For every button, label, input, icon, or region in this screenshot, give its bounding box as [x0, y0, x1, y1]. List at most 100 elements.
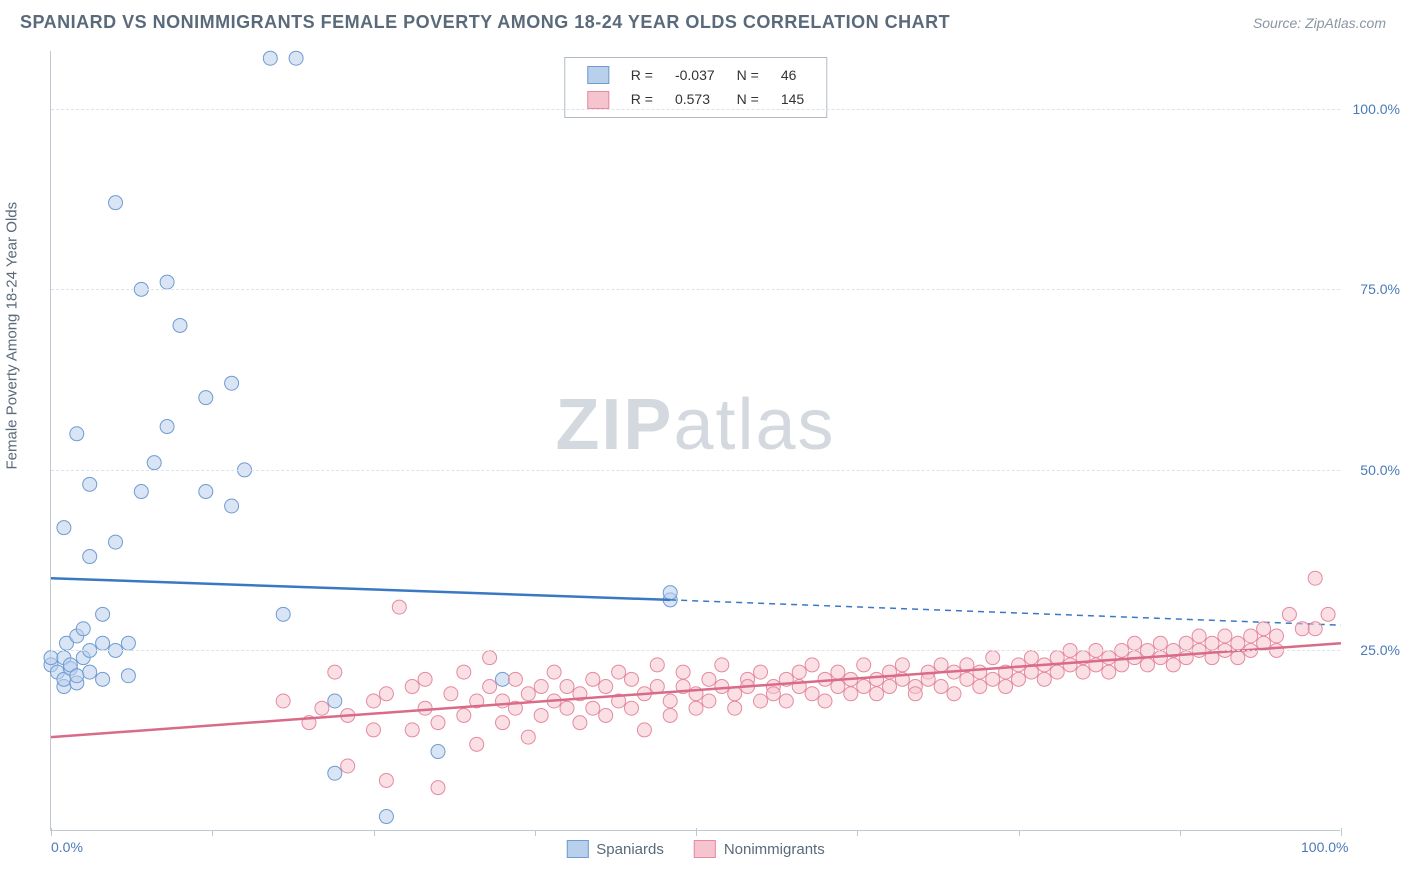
data-point: [625, 672, 639, 686]
legend-series-label: Spaniards: [596, 841, 664, 858]
data-point: [715, 680, 729, 694]
gridline: [51, 289, 1340, 290]
plot-svg: [51, 51, 1340, 830]
gridline: [51, 470, 1340, 471]
data-point: [1076, 665, 1090, 679]
data-point: [870, 672, 884, 686]
data-point: [96, 636, 110, 650]
data-point: [431, 781, 445, 795]
data-point: [418, 701, 432, 715]
legend-series-label: Nonimmigrants: [724, 841, 825, 858]
regression-line-dashed: [670, 600, 1341, 625]
data-point: [1218, 629, 1232, 643]
data-point: [431, 716, 445, 730]
data-point: [973, 665, 987, 679]
data-point: [883, 680, 897, 694]
data-point: [676, 665, 690, 679]
chart-header: SPANIARD VS NONIMMIGRANTS FEMALE POVERTY…: [0, 0, 1406, 41]
data-point: [999, 680, 1013, 694]
data-point: [586, 701, 600, 715]
data-point: [160, 275, 174, 289]
gridline: [51, 109, 1340, 110]
data-point: [405, 680, 419, 694]
data-point: [560, 680, 574, 694]
data-point: [444, 687, 458, 701]
data-point: [960, 672, 974, 686]
data-point: [986, 651, 1000, 665]
chart-container: Female Poverty Among 18-24 Year Olds ZIP…: [0, 41, 1406, 881]
x-tick-mark: [696, 828, 697, 836]
data-point: [1192, 629, 1206, 643]
y-tick-label: 100.0%: [1350, 101, 1400, 117]
plot-area: ZIPatlas R =-0.037N =46R =0.573N =145 Sp…: [50, 51, 1340, 831]
x-minor-tick-mark: [374, 830, 375, 836]
legend-series: Spaniards Nonimmigrants: [566, 840, 824, 858]
data-point: [70, 427, 84, 441]
data-point: [1308, 571, 1322, 585]
data-point: [470, 737, 484, 751]
data-point: [947, 687, 961, 701]
data-point: [1231, 636, 1245, 650]
x-tick-mark: [1341, 828, 1342, 836]
data-point: [1295, 622, 1309, 636]
legend-swatch: [587, 66, 609, 84]
data-point: [754, 665, 768, 679]
y-tick-label: 25.0%: [1350, 642, 1400, 658]
data-point: [328, 694, 342, 708]
data-point: [1037, 672, 1051, 686]
data-point: [341, 759, 355, 773]
data-point: [225, 376, 239, 390]
data-point: [1012, 672, 1026, 686]
regression-line: [51, 578, 670, 600]
data-point: [844, 687, 858, 701]
legend-swatch: [587, 91, 609, 109]
data-point: [1166, 658, 1180, 672]
data-point: [315, 701, 329, 715]
data-point: [934, 658, 948, 672]
data-point: [805, 687, 819, 701]
data-point: [379, 773, 393, 787]
data-point: [1050, 665, 1064, 679]
data-point: [857, 658, 871, 672]
legend-r-label: R =: [621, 64, 663, 86]
data-point: [457, 708, 471, 722]
data-point: [625, 701, 639, 715]
data-point: [1257, 622, 1271, 636]
data-point: [547, 665, 561, 679]
data-point: [728, 701, 742, 715]
data-point: [483, 651, 497, 665]
data-point: [650, 658, 664, 672]
gridline: [51, 650, 1340, 651]
data-point: [1282, 607, 1296, 621]
data-point: [1321, 607, 1335, 621]
data-point: [1244, 629, 1258, 643]
legend-swatch: [694, 840, 716, 858]
data-point: [870, 687, 884, 701]
data-point: [109, 196, 123, 210]
data-point: [521, 687, 535, 701]
data-point: [147, 456, 161, 470]
data-point: [379, 687, 393, 701]
data-point: [534, 680, 548, 694]
data-point: [367, 694, 381, 708]
data-point: [560, 701, 574, 715]
chart-title: SPANIARD VS NONIMMIGRANTS FEMALE POVERTY…: [20, 12, 950, 33]
data-point: [96, 672, 110, 686]
x-tick-mark: [51, 828, 52, 836]
data-point: [496, 694, 510, 708]
data-point: [379, 810, 393, 824]
data-point: [818, 694, 832, 708]
data-point: [121, 669, 135, 683]
data-point: [367, 723, 381, 737]
chart-source: Source: ZipAtlas.com: [1253, 15, 1386, 31]
data-point: [1024, 651, 1038, 665]
data-point: [57, 521, 71, 535]
data-point: [328, 766, 342, 780]
data-point: [973, 680, 987, 694]
data-point: [276, 607, 290, 621]
x-tick-label: 0.0%: [51, 839, 83, 855]
data-point: [934, 680, 948, 694]
data-point: [754, 694, 768, 708]
data-point: [1102, 665, 1116, 679]
data-point: [1270, 629, 1284, 643]
